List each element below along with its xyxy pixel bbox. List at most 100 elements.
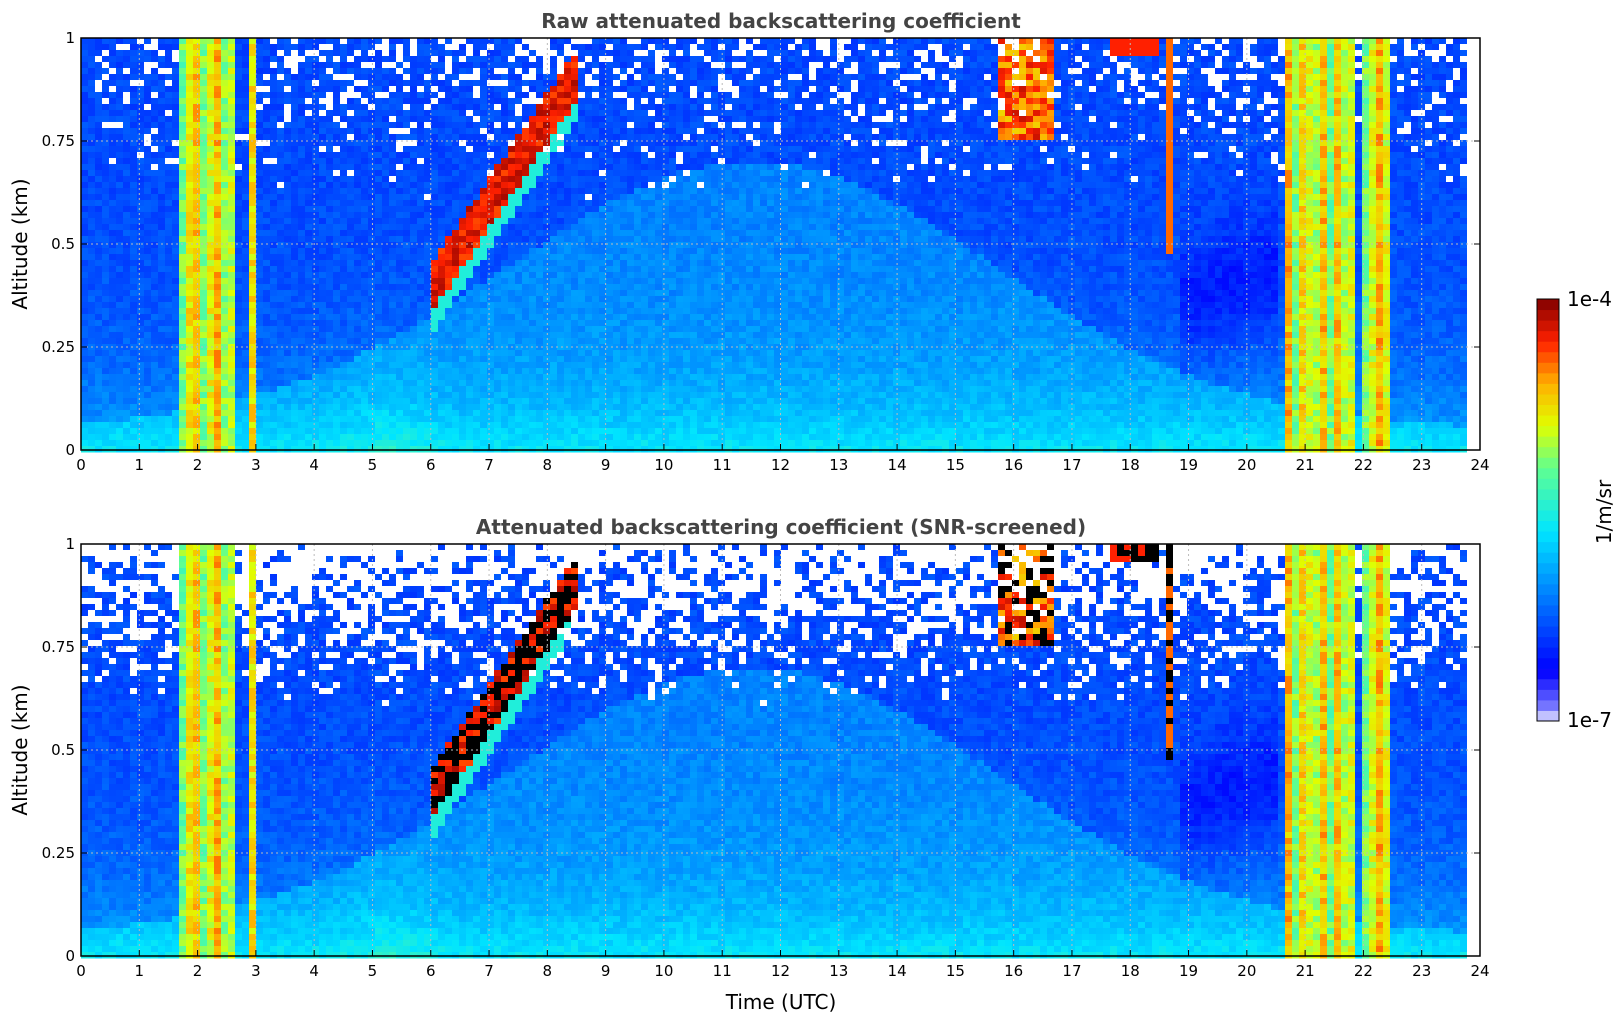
y-tick-label: 0.75 xyxy=(42,638,75,656)
x-tick-label: 9 xyxy=(601,962,611,980)
x-tick-label: 15 xyxy=(946,962,965,980)
x-axis-label: Time (UTC) xyxy=(725,990,837,1014)
x-tick-label: 18 xyxy=(1121,962,1140,980)
colorbar-step xyxy=(1537,310,1559,321)
colorbar-step xyxy=(1537,521,1559,532)
colorbar-step xyxy=(1537,415,1559,426)
y-tick-label: 0 xyxy=(65,441,75,459)
colorbar-step xyxy=(1537,605,1559,616)
colorbar-step xyxy=(1537,426,1559,437)
x-tick-label: 3 xyxy=(251,456,261,474)
colorbar-step xyxy=(1537,689,1559,700)
y-axis-label: Altitude (km) xyxy=(8,178,32,309)
colorbar-step xyxy=(1537,478,1559,489)
x-tick-label: 17 xyxy=(1062,962,1081,980)
colorbar-step xyxy=(1537,626,1559,637)
x-tick-label: 1 xyxy=(135,456,145,474)
x-tick-label: 21 xyxy=(1296,962,1315,980)
colorbar-step xyxy=(1537,584,1559,595)
x-tick-label: 24 xyxy=(1470,962,1489,980)
colorbar-step xyxy=(1537,320,1559,331)
x-tick-label: 5 xyxy=(368,456,378,474)
heatmap-area xyxy=(81,544,1482,959)
screened-backscatter-panel: Attenuated backscattering coefficient (S… xyxy=(8,515,1490,1014)
x-tick-label: 10 xyxy=(654,456,673,474)
colorbar-step xyxy=(1537,552,1559,563)
x-tick-label: 1 xyxy=(135,962,145,980)
colorbar-steps xyxy=(1537,299,1559,722)
colorbar-step xyxy=(1537,510,1559,521)
x-tick-label: 19 xyxy=(1179,456,1198,474)
colorbar-step xyxy=(1537,373,1559,384)
x-tick-label: 7 xyxy=(484,456,494,474)
colorbar-min-label: 1e-7 xyxy=(1567,708,1612,732)
panel-title: Attenuated backscattering coefficient (S… xyxy=(476,515,1086,539)
x-tick-label: 14 xyxy=(888,962,907,980)
colorbar-step xyxy=(1537,700,1559,711)
colorbar-step xyxy=(1537,499,1559,510)
x-tick-label: 21 xyxy=(1296,456,1315,474)
colorbar-step xyxy=(1537,405,1559,416)
colorbar-step xyxy=(1537,383,1559,394)
x-tick-label: 13 xyxy=(829,962,848,980)
y-tick-label: 0.5 xyxy=(51,235,75,253)
colorbar-label: 1/m/sr xyxy=(1592,479,1616,544)
colorbar-step xyxy=(1537,468,1559,479)
y-tick-label: 0.5 xyxy=(51,741,75,759)
colorbar-max-label: 1e-4 xyxy=(1567,287,1612,311)
colorbar-step xyxy=(1537,362,1559,373)
x-tick-label: 2 xyxy=(193,456,203,474)
x-tick-label: 22 xyxy=(1354,456,1373,474)
colorbar-step xyxy=(1537,573,1559,584)
y-tick-label: 0.25 xyxy=(42,338,75,356)
colorbar-step xyxy=(1537,594,1559,605)
x-tick-label: 16 xyxy=(1004,962,1023,980)
y-axis-label: Altitude (km) xyxy=(8,684,32,815)
colorbar: 1e-4 1e-7 1/m/sr xyxy=(1537,287,1616,732)
colorbar-step xyxy=(1537,331,1559,342)
colorbar-step xyxy=(1537,299,1559,310)
x-tick-label: 12 xyxy=(771,456,790,474)
x-tick-label: 9 xyxy=(601,456,611,474)
colorbar-step xyxy=(1537,679,1559,690)
colorbar-step xyxy=(1537,341,1559,352)
colorbar-step xyxy=(1537,457,1559,468)
x-tick-label: 10 xyxy=(654,962,673,980)
colorbar-step xyxy=(1537,658,1559,669)
y-tick-label: 1 xyxy=(65,535,75,553)
raw-backscatter-panel: Raw attenuated backscattering coefficien… xyxy=(8,9,1490,474)
colorbar-step xyxy=(1537,710,1559,721)
x-tick-label: 2 xyxy=(193,962,203,980)
colorbar-step xyxy=(1537,647,1559,658)
x-tick-label: 12 xyxy=(771,962,790,980)
colorbar-step xyxy=(1537,531,1559,542)
x-tick-label: 23 xyxy=(1412,962,1431,980)
y-tick-label: 1 xyxy=(65,29,75,47)
x-tick-label: 6 xyxy=(426,456,436,474)
x-tick-label: 17 xyxy=(1062,456,1081,474)
x-tick-label: 13 xyxy=(829,456,848,474)
colorbar-step xyxy=(1537,637,1559,648)
x-tick-label: 20 xyxy=(1237,962,1256,980)
x-tick-label: 11 xyxy=(713,962,732,980)
x-tick-label: 8 xyxy=(543,962,553,980)
colorbar-step xyxy=(1537,616,1559,627)
x-tick-label: 18 xyxy=(1121,456,1140,474)
x-tick-label: 4 xyxy=(309,962,319,980)
x-tick-label: 19 xyxy=(1179,962,1198,980)
x-tick-label: 20 xyxy=(1237,456,1256,474)
x-tick-label: 23 xyxy=(1412,456,1431,474)
colorbar-step xyxy=(1537,563,1559,574)
y-tick-label: 0.25 xyxy=(42,844,75,862)
x-tick-label: 16 xyxy=(1004,456,1023,474)
x-tick-label: 5 xyxy=(368,962,378,980)
x-tick-label: 3 xyxy=(251,962,261,980)
colorbar-step xyxy=(1537,352,1559,363)
colorbar-step xyxy=(1537,542,1559,553)
colorbar-step xyxy=(1537,489,1559,500)
x-tick-label: 24 xyxy=(1470,456,1489,474)
y-tick-label: 0.75 xyxy=(42,132,75,150)
colorbar-step xyxy=(1537,394,1559,405)
heatmap-area xyxy=(81,38,1482,453)
